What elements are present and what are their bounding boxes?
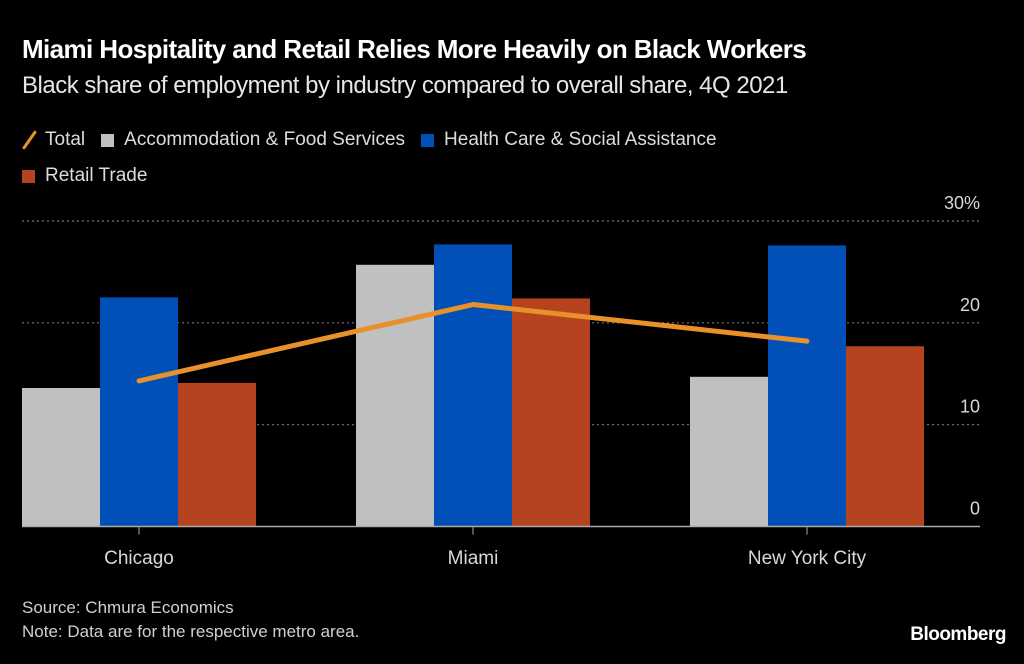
source-note: Source: Chmura Economics (22, 598, 234, 617)
y-tick-label: 0 (970, 499, 980, 519)
legend: Total Accommodation & Food Services Heal… (22, 122, 902, 194)
bar-accommodation (22, 388, 100, 527)
x-tick-label: Miami (448, 548, 499, 569)
legend-label: Retail Trade (45, 165, 148, 186)
chart-title: Miami Hospitality and Retail Relies More… (22, 34, 807, 64)
square-swatch-icon (22, 169, 35, 183)
x-tick-label: New York City (748, 548, 867, 569)
square-swatch-icon (421, 133, 435, 147)
bar-health (100, 297, 178, 527)
bar-health (768, 245, 846, 527)
y-tick-label: 30% (944, 193, 980, 213)
legend-label: Accommodation & Food Services (124, 129, 406, 150)
chart-subtitle: Black share of employment by industry co… (22, 72, 788, 99)
legend-item-health: Health Care & Social Assistance (421, 129, 717, 151)
legend-label: Health Care & Social Assistance (444, 129, 717, 150)
bloomberg-logo: Bloomberg (910, 624, 1006, 645)
bar-accommodation (356, 264, 434, 527)
legend-item-accommodation: Accommodation & Food Services (101, 129, 405, 151)
y-tick-label: 10 (960, 397, 980, 417)
bar-health (434, 244, 512, 527)
legend-item-total: Total (22, 129, 85, 151)
legend-item-retail: Retail Trade (22, 165, 147, 187)
bar-retail (512, 298, 590, 527)
data-note: Note: Data are for the respective metro … (22, 622, 360, 641)
square-swatch-icon (101, 133, 115, 147)
bar-retail (846, 346, 924, 527)
x-tick-label: Chicago (104, 548, 174, 569)
total-line (136, 302, 810, 384)
bar-retail (178, 382, 256, 527)
y-tick-label: 20 (960, 295, 980, 315)
legend-label: Total (45, 129, 86, 150)
bar-accommodation (690, 376, 768, 527)
